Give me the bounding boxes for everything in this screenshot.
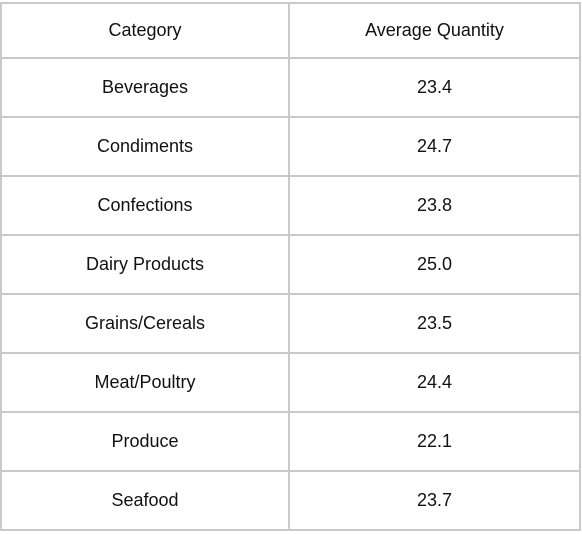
table-row: Dairy Products 25.0 <box>0 234 581 295</box>
cell-average-quantity: 23.5 <box>288 293 581 354</box>
table-header-row: Category Average Quantity <box>0 2 581 59</box>
cell-category: Meat/Poultry <box>0 352 290 413</box>
table-row: Grains/Cereals 23.5 <box>0 293 581 354</box>
table-row: Beverages 23.4 <box>0 57 581 118</box>
header-average-quantity: Average Quantity <box>288 2 581 59</box>
cell-average-quantity: 22.1 <box>288 411 581 472</box>
cell-average-quantity: 24.4 <box>288 352 581 413</box>
table-body: Beverages 23.4 Condiments 24.7 Confectio… <box>0 57 581 531</box>
header-category: Category <box>0 2 290 59</box>
table-row: Seafood 23.7 <box>0 470 581 531</box>
cell-average-quantity: 25.0 <box>288 234 581 295</box>
cell-category: Confections <box>0 175 290 236</box>
cell-category: Dairy Products <box>0 234 290 295</box>
cell-category: Beverages <box>0 57 290 118</box>
cell-category: Condiments <box>0 116 290 177</box>
cell-category: Seafood <box>0 470 290 531</box>
cell-average-quantity: 23.8 <box>288 175 581 236</box>
cell-average-quantity: 23.4 <box>288 57 581 118</box>
cell-average-quantity: 23.7 <box>288 470 581 531</box>
table-row: Condiments 24.7 <box>0 116 581 177</box>
cell-category: Grains/Cereals <box>0 293 290 354</box>
table-row: Produce 22.1 <box>0 411 581 472</box>
cell-category: Produce <box>0 411 290 472</box>
table-row: Meat/Poultry 24.4 <box>0 352 581 413</box>
cell-average-quantity: 24.7 <box>288 116 581 177</box>
table-row: Confections 23.8 <box>0 175 581 236</box>
table-header: Category Average Quantity <box>0 2 581 59</box>
